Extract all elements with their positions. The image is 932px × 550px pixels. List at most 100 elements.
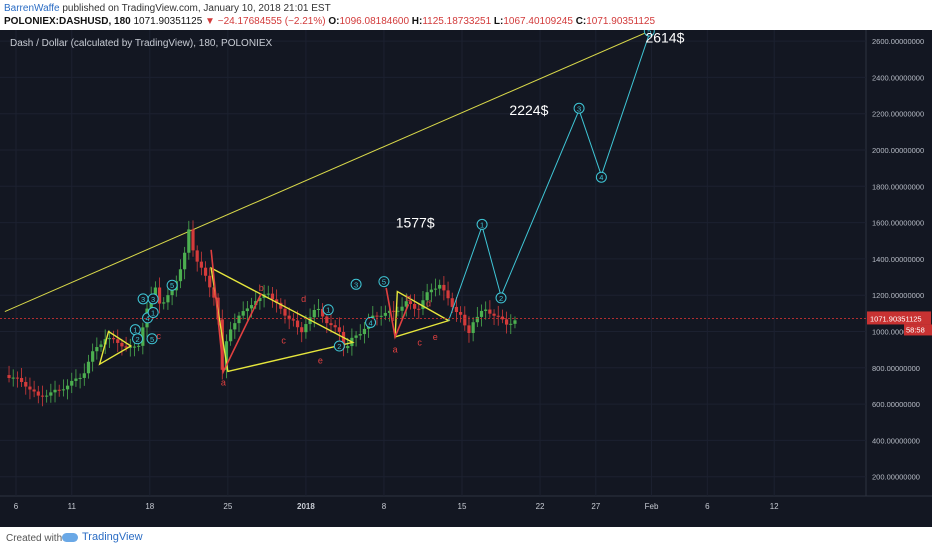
candle-body: [49, 392, 53, 396]
trendline: [4, 30, 652, 312]
projection-wave-label: 3: [577, 104, 581, 113]
wave-letter-label: b: [406, 293, 411, 303]
candle-body: [53, 389, 57, 393]
y-tick-label: 400.00000000: [872, 436, 920, 445]
candle-body: [78, 377, 82, 379]
candle-body: [166, 295, 170, 303]
candle-body: [91, 351, 95, 362]
wave-label: 1: [326, 306, 330, 315]
price-change: ▼ −24.17684555 (−2.21%): [205, 16, 326, 27]
candle-body: [266, 293, 270, 295]
candle-body: [241, 311, 245, 316]
candle-body: [429, 289, 433, 293]
wave-label-circle: [350, 278, 362, 290]
candle-body: [300, 327, 304, 333]
y-tick-label: 1600.00000000: [872, 219, 924, 228]
correction-leg: [385, 287, 410, 340]
x-tick-label: 15: [458, 502, 467, 511]
wave-label-circle: [166, 279, 178, 291]
candle-body: [32, 389, 36, 392]
triangle-pattern: [210, 266, 355, 373]
wave-label-circle: [378, 276, 390, 288]
wave-label-circle: [322, 304, 334, 316]
projection-wave-label: 4: [599, 173, 603, 182]
close-label: C:: [575, 16, 587, 27]
candle-body: [208, 275, 212, 288]
y-tick-label: 2200.00000000: [872, 110, 924, 119]
candle-body: [82, 373, 86, 378]
y-tick-label: 1000.00000000: [872, 328, 924, 337]
candle-body: [316, 308, 321, 310]
y-tick-label: 1200.00000000: [872, 291, 924, 300]
projection-wave-label: 1: [480, 220, 484, 229]
projection-wave-label-circle: [495, 292, 507, 304]
candle-body: [459, 312, 463, 315]
candle-body: [346, 346, 350, 349]
current-price: 1071.90351125: [133, 16, 203, 27]
candle-body: [325, 316, 329, 324]
wave-label-circle: [132, 333, 144, 345]
tradingview-brand[interactable]: TradingView: [62, 531, 143, 543]
y-tick-label: 2400.00000000: [872, 73, 924, 82]
chart-header: BarrenWaffe published on TradingView.com…: [0, 0, 932, 30]
price-chart[interactable]: 2800.000000002600.000000002400.000000002…: [0, 30, 932, 527]
chart-area[interactable]: 2800.000000002600.000000002400.000000002…: [0, 30, 932, 527]
candle-body: [203, 267, 208, 276]
wave-letter-label: e: [318, 356, 323, 366]
candle-body: [275, 299, 279, 303]
candle-body: [7, 375, 11, 378]
candle-body: [383, 312, 387, 316]
candle-body: [333, 325, 337, 328]
candle-body: [446, 290, 450, 299]
candle-body: [425, 292, 429, 301]
correction-leg: [210, 249, 263, 375]
countdown-tag: [904, 324, 932, 336]
candle-body: [295, 320, 300, 328]
candle-body: [513, 320, 517, 324]
candle-body: [362, 328, 367, 335]
candle-body: [321, 308, 325, 317]
x-tick-label: Feb: [645, 502, 659, 511]
candle-body: [500, 316, 505, 320]
candle-body: [492, 313, 496, 316]
low-label: L:: [493, 16, 504, 27]
wave-label: 2: [135, 335, 139, 344]
candle-body: [287, 315, 291, 320]
wave-label-circle: [146, 333, 158, 345]
candle-body: [270, 293, 275, 300]
price-target-label: 2224$: [509, 102, 548, 118]
y-tick-label: 1400.00000000: [872, 255, 924, 264]
last-price-tag: [867, 311, 931, 325]
wave-label: 5: [170, 281, 174, 290]
wave-label: 4: [368, 318, 372, 327]
candle-body: [220, 319, 224, 370]
wave-letter-label: a: [393, 345, 398, 355]
candle-body: [400, 306, 404, 311]
low-value: 1067.40109245: [503, 16, 573, 27]
candle-body: [484, 309, 488, 311]
triangle-pattern: [394, 290, 451, 338]
footer: Created with TradingView: [0, 527, 932, 550]
projection-wave-label-circle: [573, 102, 585, 114]
tradingview-cloud-icon: [62, 532, 78, 542]
candle-body: [187, 229, 191, 253]
y-tick-label: 2600.00000000: [872, 37, 924, 46]
candle-body: [195, 250, 199, 262]
candle-body: [279, 302, 283, 309]
candle-body: [479, 310, 484, 317]
wave-label: 3: [151, 295, 155, 304]
candle-body: [379, 315, 383, 317]
candle-body: [224, 341, 229, 370]
wave-letter-label: c: [156, 331, 161, 341]
candle-body: [116, 339, 120, 343]
candle-body: [99, 344, 103, 348]
candle-body: [15, 377, 19, 379]
candle-body: [408, 301, 413, 304]
last-price-label: 1071.90351125: [870, 314, 922, 323]
candle-body: [505, 319, 509, 325]
brand-label: TradingView: [82, 531, 143, 543]
candle-body: [421, 300, 425, 309]
wave-letter-label: d: [426, 298, 431, 308]
y-tick-label: 600.00000000: [872, 400, 920, 409]
author-link[interactable]: BarrenWaffe: [4, 3, 60, 14]
